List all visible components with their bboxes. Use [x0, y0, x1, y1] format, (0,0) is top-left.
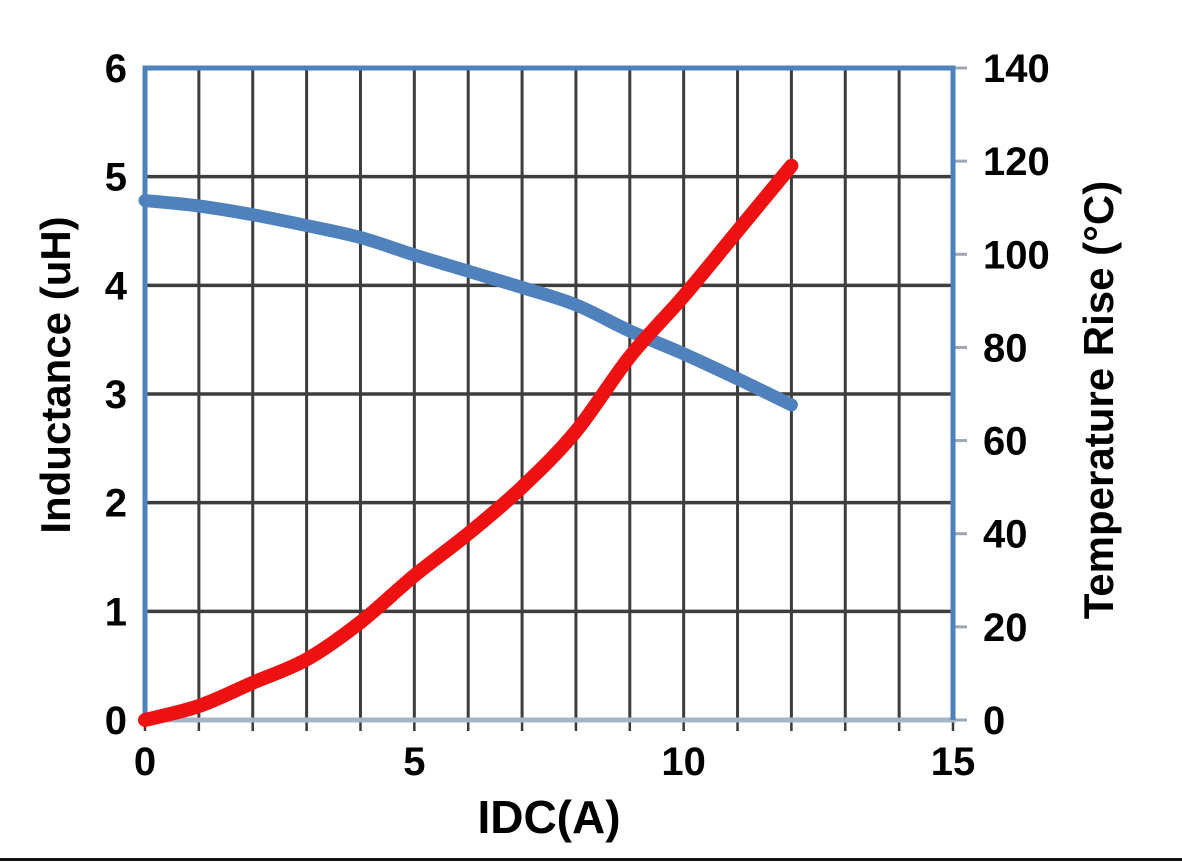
y-left-tick-label: 6 [105, 47, 127, 91]
y-right-tick-label: 140 [983, 47, 1050, 91]
plot-border [142, 65, 956, 720]
y-right-tick-label: 40 [983, 513, 1028, 557]
x-axis-title: IDC(A) [477, 791, 620, 843]
y-left-tick-label: 0 [105, 699, 127, 743]
y-left-tick-label: 3 [105, 373, 127, 417]
y-right-tick-label: 20 [983, 606, 1028, 650]
x-tick-label: 5 [403, 740, 425, 784]
y-right-tick-label: 120 [983, 140, 1050, 184]
y-left-axis-title: Inductance (uH) [32, 216, 79, 533]
temperature-curve [138, 158, 799, 727]
inductance-curve [138, 194, 798, 412]
x-tick-label: 15 [931, 740, 976, 784]
y-left-tick-label: 4 [105, 264, 128, 308]
y-right-axis-title: Temperature Rise (°C) [1075, 181, 1122, 619]
y-left-tick-label: 2 [105, 482, 127, 526]
y-right-tick-label: 100 [983, 233, 1050, 277]
x-tick-label: 0 [134, 740, 156, 784]
y-right-tick-label: 60 [983, 420, 1028, 464]
x-tick-label: 10 [661, 740, 706, 784]
y-left-tick-label: 1 [105, 590, 127, 634]
bottom-rule [0, 858, 1182, 861]
y-left-tick-label: 5 [105, 156, 127, 200]
y-right-tick-label: 80 [983, 326, 1028, 370]
y-right-tick-label: 0 [983, 699, 1005, 743]
